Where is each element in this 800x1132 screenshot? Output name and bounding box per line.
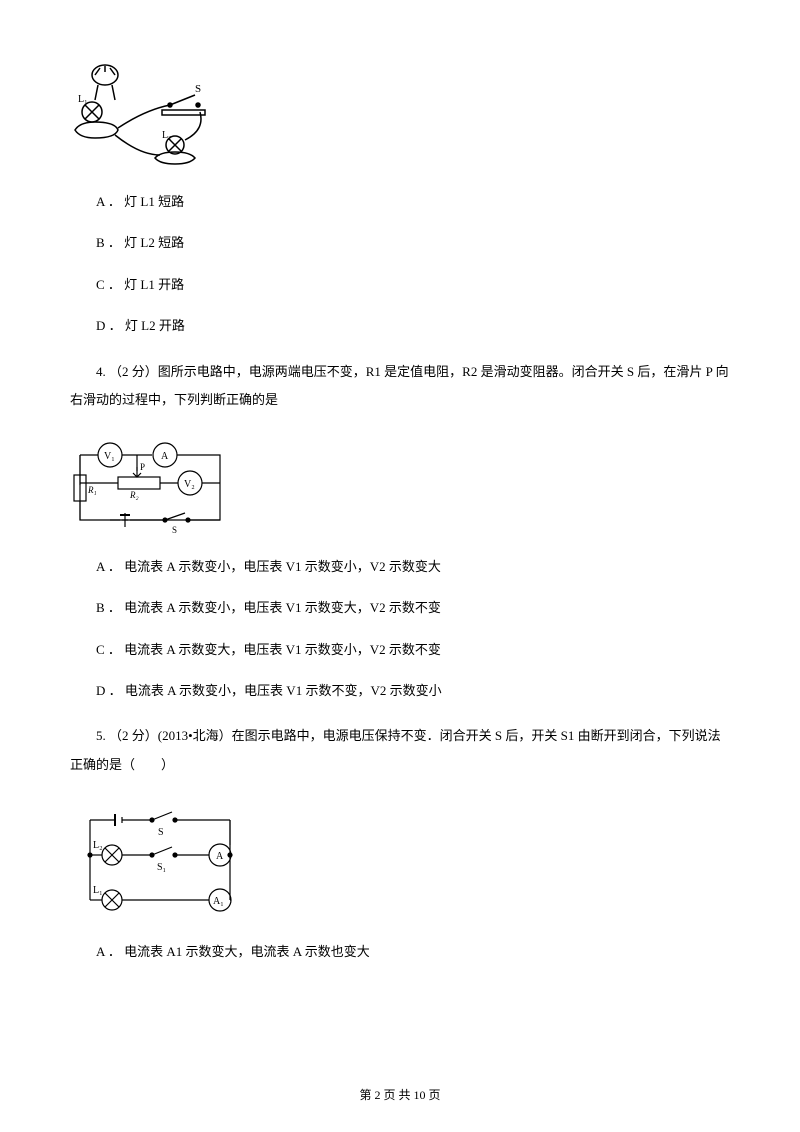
q4-a-label: A: [161, 451, 169, 462]
q4-r1-label: R₁: [87, 485, 97, 495]
q5-choice-a: A ． 电流表 A1 示数变大，电流表 A 示数也变大: [70, 940, 730, 963]
q3-s-label: S: [195, 83, 201, 95]
q5-s-label: S: [158, 827, 164, 838]
q3-l2-label: L₂: [162, 130, 172, 141]
q4-v2-label: V₂: [184, 479, 195, 490]
q4-svg: V₁ A V₂ P R₂ R₁ S: [70, 435, 230, 535]
q4-choice-a: A ． 电流表 A 示数变小，电压表 V1 示数变小，V2 示数变大: [70, 555, 730, 578]
q5-text: 5. （2 分）(2013•北海）在图示电路中，电源电压保持不变．闭合开关 S …: [70, 722, 730, 779]
q3-choice-c: C ． 灯 L1 开路: [70, 273, 730, 296]
q3-l1-label: L₁: [78, 94, 88, 105]
q4-text: 4. （2 分）图所示电路中，电源两端电压不变，R1 是定值电阻，R2 是滑动变…: [70, 358, 730, 415]
q4-r2-label: R₂: [129, 490, 139, 500]
q5-l1-label: L₁: [93, 885, 103, 896]
q4-circuit-diagram: V₁ A V₂ P R₂ R₁ S: [70, 435, 730, 535]
q4-v1-label: V₁: [104, 451, 115, 462]
q4-s-label: S: [172, 525, 177, 535]
q5-s1-label: S₁: [157, 862, 166, 873]
q5-a-label: A: [216, 851, 224, 862]
q3-choice-d: D ． 灯 L2 开路: [70, 314, 730, 337]
q3-choice-b: B ． 灯 L2 短路: [70, 231, 730, 254]
page-footer: 第 2 页 共 10 页: [0, 1085, 800, 1107]
q5-svg: S S₁ A A₁ L₂ L₁: [70, 800, 250, 920]
q4-choice-b: B ． 电流表 A 示数变小，电压表 V1 示数变大，V2 示数不变: [70, 596, 730, 619]
q5-l2-label: L₂: [93, 840, 103, 851]
q3-choice-a: A ． 灯 L1 短路: [70, 190, 730, 213]
q5-circuit-diagram: S S₁ A A₁ L₂ L₁: [70, 800, 730, 920]
q4-p-label: P: [140, 462, 145, 472]
q5-a1-label: A₁: [213, 896, 224, 907]
q4-choice-d: D ． 电流表 A 示数变小，电压表 V1 示数不变，V2 示数变小: [70, 679, 730, 702]
q3-circuit-diagram: S L₁ L₂: [70, 60, 730, 170]
q3-svg: S L₁ L₂: [70, 60, 230, 170]
q4-choice-c: C ． 电流表 A 示数变大，电压表 V1 示数变小，V2 示数不变: [70, 638, 730, 661]
